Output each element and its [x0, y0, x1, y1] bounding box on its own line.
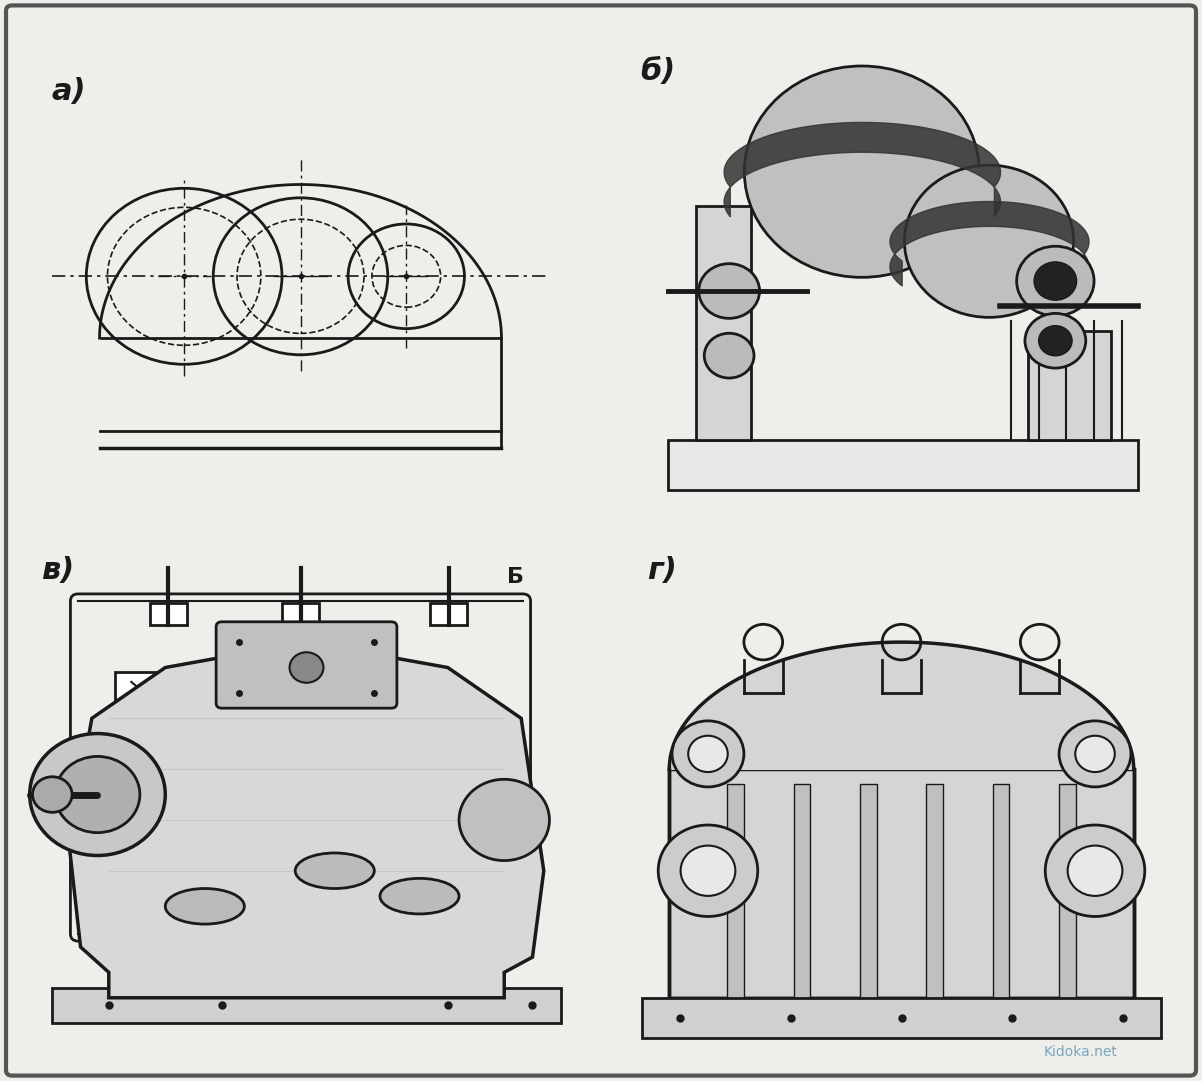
Text: в): в)	[41, 556, 75, 585]
Bar	[150, 910, 186, 932]
Circle shape	[32, 777, 72, 812]
Bar	[282, 603, 319, 625]
Bar	[221, 777, 459, 863]
Bar	[642, 998, 1161, 1039]
Bar	[256, 910, 292, 932]
Circle shape	[680, 845, 736, 896]
Bar	[150, 603, 186, 625]
Polygon shape	[70, 642, 543, 998]
Circle shape	[672, 721, 744, 787]
Bar	[793, 785, 810, 998]
Text: Т: Т	[184, 976, 200, 997]
Circle shape	[30, 734, 166, 855]
Circle shape	[689, 736, 727, 772]
Text: Kidoka.net: Kidoka.net	[1045, 1045, 1118, 1059]
Bar	[727, 785, 744, 998]
Ellipse shape	[166, 889, 244, 924]
FancyBboxPatch shape	[216, 622, 397, 708]
Ellipse shape	[380, 879, 459, 913]
Circle shape	[744, 66, 980, 278]
Bar	[362, 910, 398, 932]
Bar	[670, 770, 1133, 998]
Circle shape	[1067, 845, 1123, 896]
Text: Б: Б	[507, 568, 524, 587]
Ellipse shape	[296, 853, 374, 889]
Bar	[861, 785, 876, 998]
Circle shape	[290, 652, 323, 683]
Text: а): а)	[52, 77, 87, 106]
Circle shape	[55, 757, 139, 832]
Circle shape	[1059, 721, 1131, 787]
Bar	[993, 785, 1010, 998]
Circle shape	[1034, 262, 1077, 301]
Text: б): б)	[641, 57, 676, 86]
Circle shape	[659, 825, 757, 917]
Circle shape	[904, 165, 1073, 318]
Circle shape	[698, 264, 760, 318]
Circle shape	[1017, 246, 1094, 316]
Polygon shape	[1028, 331, 1111, 440]
Bar	[441, 910, 477, 932]
Circle shape	[1025, 313, 1085, 368]
Polygon shape	[696, 206, 751, 440]
Bar	[1059, 785, 1076, 998]
Polygon shape	[53, 988, 561, 1023]
Circle shape	[1076, 736, 1114, 772]
FancyBboxPatch shape	[6, 5, 1196, 1076]
Circle shape	[1039, 325, 1072, 356]
Text: г): г)	[647, 556, 677, 585]
Polygon shape	[670, 642, 1133, 770]
Circle shape	[704, 333, 754, 378]
Circle shape	[1046, 825, 1144, 917]
Polygon shape	[668, 440, 1138, 490]
Bar	[430, 603, 468, 625]
Bar	[115, 672, 338, 758]
Bar	[927, 785, 942, 998]
Circle shape	[459, 779, 549, 860]
